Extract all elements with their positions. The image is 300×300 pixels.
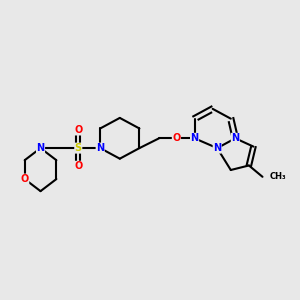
Text: O: O xyxy=(74,161,82,171)
Text: N: N xyxy=(37,143,45,153)
Text: O: O xyxy=(74,125,82,135)
Text: N: N xyxy=(96,143,104,153)
Text: N: N xyxy=(213,143,221,153)
Text: O: O xyxy=(20,174,29,184)
Text: N: N xyxy=(190,133,199,143)
Text: S: S xyxy=(75,143,82,153)
Text: N: N xyxy=(231,133,239,143)
Text: O: O xyxy=(172,133,181,143)
Text: CH₃: CH₃ xyxy=(269,172,286,181)
